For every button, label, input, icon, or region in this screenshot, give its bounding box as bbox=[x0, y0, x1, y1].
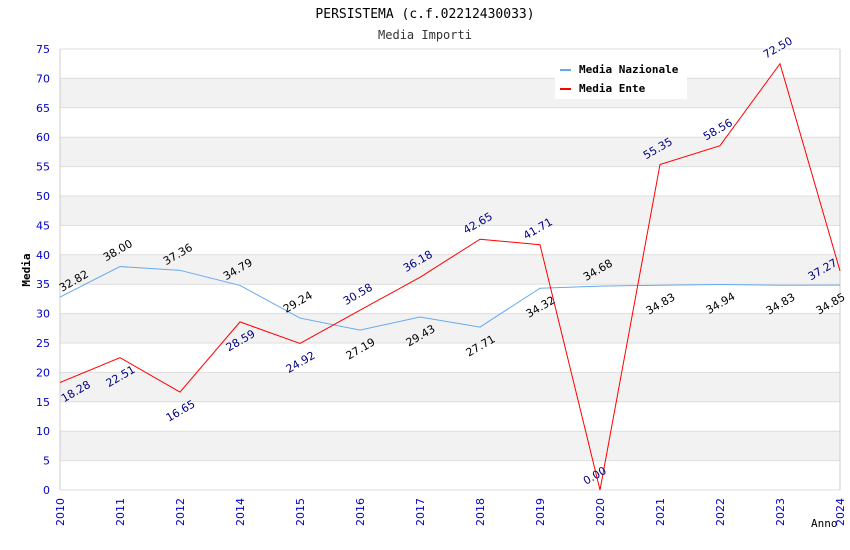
x-tick-label: 2020 bbox=[594, 498, 607, 526]
data-label: 24.92 bbox=[284, 349, 318, 376]
y-tick-label: 5 bbox=[43, 455, 50, 468]
y-tick-label: 50 bbox=[36, 190, 50, 203]
y-tick-label: 15 bbox=[36, 396, 50, 409]
y-tick-label: 35 bbox=[36, 278, 50, 291]
legend-label-nazionale: Media Nazionale bbox=[579, 63, 679, 76]
data-label: 29.24 bbox=[281, 289, 315, 316]
x-tick-label: 2021 bbox=[654, 498, 667, 526]
x-tick-label: 2011 bbox=[114, 498, 127, 526]
grid-band bbox=[60, 254, 840, 285]
x-tick-label: 2012 bbox=[174, 498, 187, 526]
chart-subtitle: Media Importi bbox=[378, 28, 472, 42]
y-tick-label: 40 bbox=[36, 249, 50, 262]
series-line-nazionale bbox=[59, 266, 841, 331]
x-tick-label: 2019 bbox=[534, 498, 547, 526]
x-tick-label: 2016 bbox=[354, 498, 367, 526]
y-tick-label: 75 bbox=[36, 43, 50, 56]
grid-band bbox=[60, 137, 840, 167]
x-tick-label: 2010 bbox=[54, 498, 67, 526]
grid-band bbox=[60, 196, 840, 226]
x-axis-label: Anno bbox=[811, 517, 838, 530]
legend-label-ente: Media Ente bbox=[579, 82, 646, 95]
x-tick-label: 2023 bbox=[774, 498, 787, 526]
y-tick-label: 25 bbox=[36, 337, 50, 350]
y-tick-label: 45 bbox=[36, 219, 50, 232]
x-tick-label: 2014 bbox=[234, 498, 247, 526]
data-label: 30.58 bbox=[341, 281, 375, 308]
x-tick-label: 2017 bbox=[414, 498, 427, 526]
y-tick-label: 30 bbox=[36, 308, 50, 321]
x-tick-label: 2018 bbox=[474, 498, 487, 526]
y-tick-label: 0 bbox=[43, 484, 50, 497]
legend-swatch-ente bbox=[560, 88, 571, 90]
grid-band bbox=[60, 313, 840, 343]
x-tick-label: 2022 bbox=[714, 498, 727, 526]
grid-band bbox=[60, 372, 840, 402]
y-axis-label: Media bbox=[20, 253, 33, 286]
legend-swatch-nazionale bbox=[560, 69, 571, 71]
y-tick-label: 60 bbox=[36, 131, 50, 144]
y-tick-label: 20 bbox=[36, 366, 50, 379]
grid-band bbox=[60, 78, 840, 108]
y-tick-label: 10 bbox=[36, 425, 50, 438]
grid-band bbox=[60, 431, 840, 461]
y-tick-label: 70 bbox=[36, 72, 50, 85]
y-tick-label: 55 bbox=[36, 161, 50, 174]
x-tick-label: 2015 bbox=[294, 498, 307, 526]
data-label: 34.94 bbox=[704, 290, 738, 317]
y-tick-label: 65 bbox=[36, 102, 50, 115]
legend: Media Nazionale Media Ente bbox=[555, 58, 687, 99]
x-tick-label: 2024 bbox=[834, 498, 847, 526]
chart-title: PERSISTEMA (c.f.02212430033) bbox=[315, 7, 534, 22]
data-label: 72.50 bbox=[761, 34, 795, 61]
series-line-ente bbox=[59, 62, 841, 491]
